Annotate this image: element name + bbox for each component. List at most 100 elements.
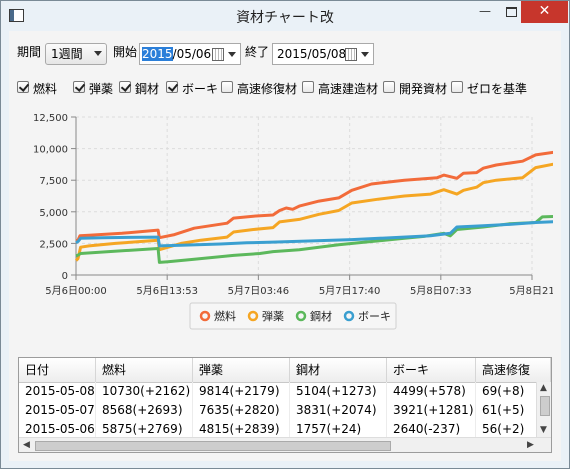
- table-cell: 9814(+2179): [193, 382, 290, 401]
- scroll-right-icon[interactable]: ▶: [527, 440, 534, 450]
- window-title: 資材チャート改: [236, 10, 334, 26]
- maximize-icon: [505, 6, 517, 17]
- checkbox-label: 燃料: [33, 82, 58, 96]
- x-tick-label: 5月7日03:46: [228, 285, 290, 297]
- y-tick-label: 12,500: [33, 113, 68, 124]
- checkbox-checked-icon[interactable]: [166, 81, 178, 93]
- scroll-up-icon[interactable]: ▲: [540, 383, 547, 393]
- x-tick-label: 5月8日21: [509, 285, 553, 297]
- app-icon: [9, 9, 24, 22]
- checkbox-unchecked-icon[interactable]: [383, 81, 395, 93]
- resource-table: 日付 燃料 弾薬 鋼材 ボーキ 高速修復 2015-05-08 10730(+2162) 98…: [18, 357, 552, 453]
- line-chart: 0 2,500 5,000 7,500 10,000 12,500 5月6日00:00 5月6…: [33, 113, 570, 330]
- checkbox-unchecked-icon[interactable]: [302, 81, 314, 93]
- legend-label: 鋼材: [310, 309, 332, 323]
- table-cell: 3921(+1281): [387, 401, 476, 420]
- table-cell: 2015-05-07: [19, 401, 96, 420]
- chevron-down-icon[interactable]: [361, 52, 369, 57]
- table-cell: 8568(+2693): [96, 401, 193, 420]
- table-cell: 5875(+2769): [96, 420, 193, 439]
- chevron-down-icon: [94, 51, 102, 56]
- start-label: 開始: [113, 45, 138, 59]
- table-row[interactable]: 2015-05-06 5875(+2769) 4815(+2839) 1757(+24…: [19, 420, 551, 439]
- start-date-rest: /05/06: [172, 47, 212, 61]
- table-cell: 2640(-237): [387, 420, 476, 439]
- period-value: 1週間: [51, 47, 83, 61]
- table-cell: 2015-05-08: [19, 382, 96, 401]
- column-header[interactable]: 弾薬: [193, 358, 290, 382]
- legend-marker: [199, 310, 211, 322]
- series-line: [75, 219, 570, 248]
- y-tick-label: 0: [62, 271, 68, 282]
- vertical-scroll-thumb[interactable]: [540, 396, 550, 416]
- legend-label: 弾薬: [262, 310, 284, 323]
- column-header[interactable]: 鋼材: [290, 358, 387, 382]
- checkbox-label: 高速修復材: [237, 82, 298, 96]
- main-content: 期間 1週間 開始 2015/05/06 終了 2015/05/08 燃料 弾薬鋼…: [9, 31, 570, 461]
- period-label: 期間: [17, 45, 42, 59]
- checkbox-label: ボーキ: [182, 82, 219, 96]
- checkbox-label: 高速建造材: [318, 82, 379, 96]
- minimize-icon: —: [479, 4, 491, 18]
- checkbox-checked-icon[interactable]: [73, 81, 85, 93]
- table-cell: 4815(+2839): [193, 420, 290, 439]
- vertical-scrollbar[interactable]: ▲ ▼: [536, 382, 551, 438]
- x-tick-label: 5月8日07:33: [410, 285, 472, 297]
- checkbox-label: 鋼材: [135, 82, 160, 96]
- chevron-down-icon[interactable]: [228, 52, 236, 57]
- x-tick-label: 5月6日13:53: [136, 285, 198, 297]
- checkbox-label: 弾薬: [89, 82, 114, 96]
- column-header[interactable]: 高速修復: [476, 358, 551, 382]
- legend-label: 燃料: [214, 309, 236, 323]
- horizontal-scrollbar[interactable]: ◀ ▶: [19, 437, 551, 452]
- y-tick-label: 10,000: [33, 145, 68, 156]
- table-row[interactable]: 2015-05-08 10730(+2162) 9814(+2179) 5104(+1…: [19, 382, 551, 401]
- period-combo[interactable]: 1週間: [45, 43, 107, 65]
- calendar-icon[interactable]: [212, 48, 224, 61]
- checkbox-checked-icon[interactable]: [17, 81, 29, 93]
- series-line: [75, 147, 570, 243]
- legend-marker: [343, 310, 355, 322]
- plot-area: [76, 117, 532, 275]
- legend-label: ボーキ: [358, 310, 391, 323]
- checkbox-label: ゼロを基準: [467, 82, 528, 96]
- end-date-picker[interactable]: 2015/05/08: [272, 43, 374, 65]
- checkbox-unchecked-icon[interactable]: [451, 81, 463, 93]
- end-label: 終了: [245, 45, 270, 59]
- checkbox-unchecked-icon[interactable]: [221, 81, 233, 93]
- calendar-icon[interactable]: [345, 48, 357, 61]
- start-date-picker[interactable]: 2015/05/06: [139, 43, 241, 65]
- horizontal-scroll-thumb[interactable]: [35, 441, 391, 451]
- table-cell: 7635(+2820): [193, 401, 290, 420]
- title-bar: 資材チャート改 — ✕: [1, 1, 569, 31]
- column-header[interactable]: 日付: [19, 358, 96, 382]
- y-tick-label: 2,500: [39, 239, 68, 250]
- legend-marker: [247, 310, 259, 322]
- table-row[interactable]: 2015-05-07 8568(+2693) 7635(+2820) 3831(+20…: [19, 401, 551, 420]
- table-cell: 5104(+1273): [290, 382, 387, 401]
- legend-marker: [295, 310, 307, 322]
- start-date-selected: 2015: [142, 47, 173, 61]
- checkbox-checked-icon[interactable]: [119, 81, 131, 93]
- column-header[interactable]: 燃料: [96, 358, 193, 382]
- x-tick-label: 5月6日00:00: [45, 285, 107, 297]
- scroll-down-icon[interactable]: ▼: [540, 425, 547, 435]
- table-header: 日付 燃料 弾薬 鋼材 ボーキ 高速修復: [19, 358, 551, 383]
- resource-chart: 0 2,500 5,000 7,500 10,000 12,500 5月6日00:00 5月6…: [18, 103, 570, 343]
- checkbox-label: 開発資材: [399, 82, 448, 96]
- table-cell: 2015-05-06: [19, 420, 96, 439]
- x-tick-label: 5月7日17:40: [319, 285, 381, 297]
- scroll-left-icon[interactable]: ◀: [23, 440, 30, 450]
- table-cell: 1757(+24): [290, 420, 387, 439]
- close-button[interactable]: ✕: [521, 1, 568, 23]
- close-icon: ✕: [538, 3, 551, 19]
- chart-legend: [189, 302, 397, 330]
- minimize-button[interactable]: —: [471, 1, 499, 23]
- table-cell: 10730(+2162): [96, 382, 193, 401]
- start-date-field[interactable]: 2015/05/06: [142, 44, 211, 64]
- end-date-field[interactable]: 2015/05/08: [277, 47, 347, 61]
- table-cell: 3831(+2074): [290, 401, 387, 420]
- maximize-button[interactable]: [497, 1, 525, 23]
- column-header[interactable]: ボーキ: [387, 358, 476, 382]
